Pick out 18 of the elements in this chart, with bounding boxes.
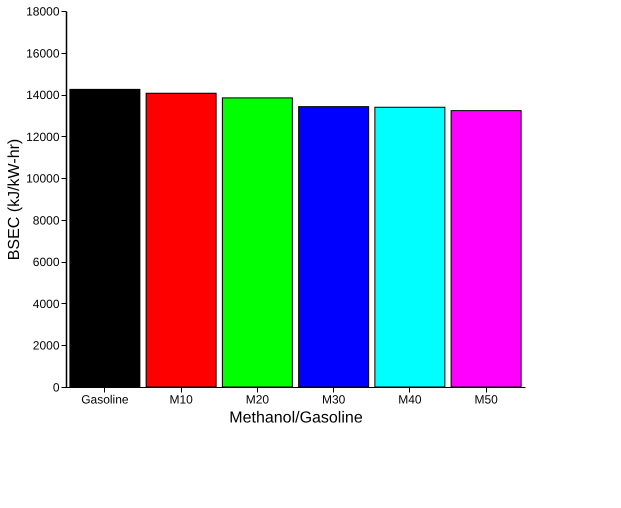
y-tick-label: 12000 (26, 130, 60, 144)
x-tick-label: Gasoline (81, 392, 129, 406)
y-tick-label: 4000 (32, 296, 60, 311)
y-tick-label: 14000 (26, 88, 60, 102)
y-tick-label: 2000 (32, 338, 60, 353)
x-axis-title: Methanol/Gasoline (229, 410, 363, 426)
y-tick-label: 18000 (26, 4, 60, 18)
y-tick-label: 0 (52, 380, 60, 394)
y-tick-label: 8000 (32, 213, 60, 228)
x-tick-label: M30 (322, 392, 346, 406)
y-tick-label: 10000 (26, 172, 60, 186)
x-tick-label: M50 (474, 392, 498, 406)
x-tick-label: M20 (246, 392, 270, 406)
y-axis-title: BSEC (kJ/kW-hr) (6, 138, 24, 260)
x-tick-label: M40 (398, 392, 422, 406)
y-tick-label: 16000 (26, 46, 60, 60)
y-tick-label: 6000 (32, 255, 60, 270)
x-tick-label: M10 (169, 392, 194, 406)
